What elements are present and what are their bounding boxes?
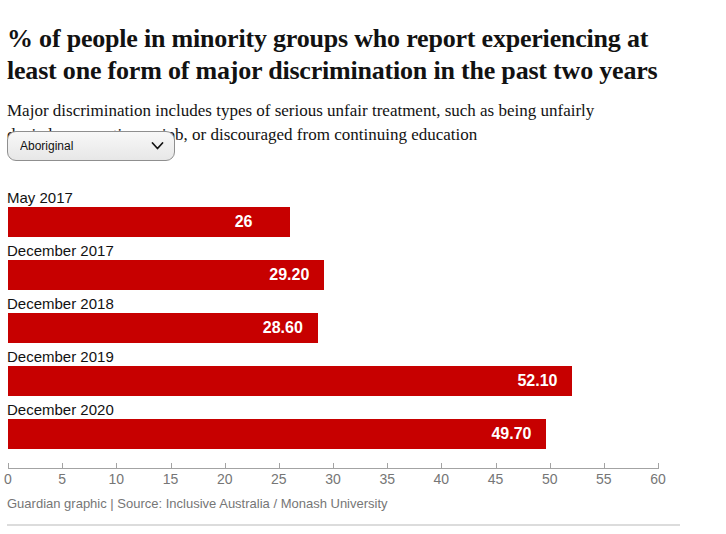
x-axis-tick — [279, 463, 280, 468]
x-axis-tick — [387, 463, 388, 468]
chart-row: December 2018 28.60 — [0, 295, 726, 348]
category-label: December 2017 — [7, 242, 114, 259]
chart-title-line1: % of people in minority groups who repor… — [7, 24, 648, 53]
bar-value-label: 49.70 — [491, 419, 531, 449]
chart-row: December 2019 52.10 — [0, 348, 726, 401]
x-axis-tick — [441, 463, 442, 468]
chart-row: May 2017 26 — [0, 189, 726, 242]
x-axis-tick-label: 55 — [596, 471, 612, 487]
x-axis-tick — [62, 463, 63, 468]
group-select-wrap: Aboriginal — [7, 131, 175, 161]
guardian-discrimination-chart: % of people in minority groups who repor… — [0, 0, 726, 534]
chart-title: % of people in minority groups who repor… — [7, 23, 697, 87]
x-axis-tick — [658, 463, 659, 468]
source-credit: Guardian graphic | Source: Inclusive Aus… — [7, 496, 388, 511]
x-axis-tick-label: 15 — [163, 471, 179, 487]
chart-title-line2: least one form of major discrimination i… — [7, 56, 657, 85]
x-axis-tick-label: 35 — [379, 471, 395, 487]
chart-row: December 2020 49.70 — [0, 401, 726, 454]
x-axis-tick-label: 60 — [650, 471, 666, 487]
x-axis-tick-label: 40 — [434, 471, 450, 487]
bar-value-label: 28.60 — [263, 313, 303, 343]
x-axis-tick — [116, 463, 117, 468]
x-axis-tick-label: 10 — [109, 471, 125, 487]
x-axis-tick — [333, 463, 334, 468]
category-label: December 2020 — [7, 401, 114, 418]
category-label: May 2017 — [7, 189, 73, 206]
group-select[interactable]: Aboriginal — [7, 131, 175, 161]
bar: 26 — [8, 207, 290, 237]
bar: 29.20 — [8, 260, 324, 290]
category-label: December 2018 — [7, 295, 114, 312]
x-axis-tick-label: 20 — [217, 471, 233, 487]
x-axis-tick — [8, 463, 9, 468]
bar: 49.70 — [8, 419, 546, 449]
x-axis-tick — [496, 463, 497, 468]
bar-value-label: 52.10 — [517, 366, 557, 396]
chart-row: December 2017 29.20 — [0, 242, 726, 295]
x-axis-tick-label: 0 — [4, 471, 12, 487]
bar: 52.10 — [8, 366, 572, 396]
x-axis-tick-label: 25 — [271, 471, 287, 487]
bar-chart: May 201726December 201729.20December 201… — [0, 189, 726, 454]
chart-subtitle-line1: Major discrimination includes types of s… — [7, 101, 594, 120]
x-axis-tick — [550, 463, 551, 468]
x-axis — [8, 462, 659, 469]
x-axis-tick — [604, 463, 605, 468]
x-axis-tick-label: 50 — [542, 471, 558, 487]
x-axis-tick-label: 5 — [58, 471, 66, 487]
category-label: December 2019 — [7, 348, 114, 365]
bar-value-label: 26 — [235, 207, 253, 237]
bottom-divider — [7, 524, 680, 526]
x-axis-tick-label: 30 — [325, 471, 341, 487]
x-axis-tick — [225, 463, 226, 468]
x-axis-tick-label: 45 — [488, 471, 504, 487]
bar: 28.60 — [8, 313, 318, 343]
bar-value-label: 29.20 — [269, 260, 309, 290]
x-axis-tick — [171, 463, 172, 468]
